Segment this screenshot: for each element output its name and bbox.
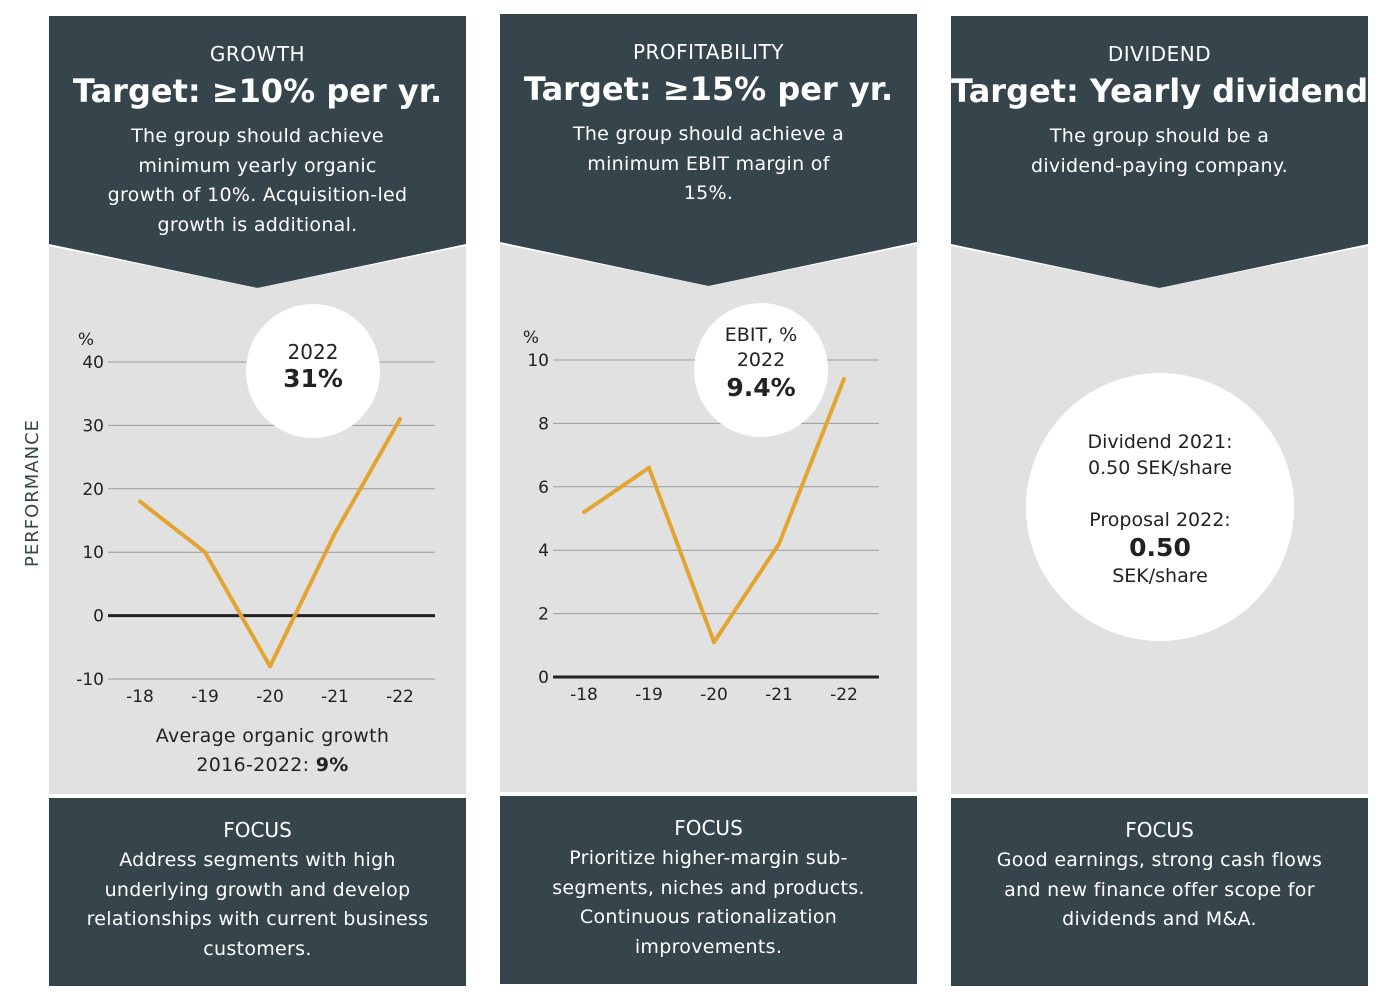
growth-column: GROWTH Target: ≥10% per yr. The group sh… [49,16,466,986]
data-point [138,499,142,504]
dividend-2021-value: 0.50 SEK/share [1088,457,1232,479]
target-description: The group should be a dividend-paying co… [1030,125,1289,177]
focus-title: FOCUS [1125,818,1194,842]
y-tick-label: 10 [82,543,104,563]
target-title: Target: ≥15% per yr. [523,70,894,108]
x-tick-label: -21 [765,685,793,705]
x-tick-label: -21 [321,687,349,707]
x-tick-label: -22 [830,685,858,705]
y-tick-label: 0 [538,668,549,688]
growth-highlight: 2022 31% [246,304,380,438]
x-tick-label: -18 [570,685,598,705]
dividend-2021-label: Dividend 2021: [1087,431,1233,453]
note-text: Average organic growth 2016-2022: [155,725,390,776]
profitability-header: PROFITABILITY Target: ≥15% per yr. The g… [500,14,917,286]
category-title: GROWTH [209,42,306,66]
dividend-focus: FOCUS Good earnings, strong cash flows a… [951,798,1368,986]
y-axis-unit: % [523,328,539,348]
data-point [268,664,272,669]
data-point [712,640,716,645]
category-title: DIVIDEND [1107,42,1212,66]
profitability-focus: FOCUS Prioritize higher-margin sub-segme… [500,796,917,984]
y-tick-label: 40 [82,353,104,373]
highlight-value: 9.4% [726,373,796,402]
y-tick-label: 2 [538,605,549,625]
highlight-year: 2022 [287,340,339,364]
y-tick-label: 4 [538,541,549,561]
y-tick-label: 8 [538,414,549,434]
focus-text: Prioritize higher-margin sub-segments, n… [552,847,865,958]
growth-note: Average organic growth 2016-2022: 9% [64,722,481,780]
note-value: 9% [315,754,349,776]
dividend-circle: Dividend 2021: 0.50 SEK/share Proposal 2… [1026,373,1294,641]
y-tick-label: 30 [82,416,104,436]
focus-text: Good earnings, strong cash flows and new… [996,849,1323,930]
proposal-value: 0.50 [1129,533,1191,562]
focus-title: FOCUS [674,816,743,840]
data-point [398,417,402,422]
proposal-unit: SEK/share [1112,565,1208,587]
proposal-label: Proposal 2022: [1089,509,1231,531]
data-point [203,550,207,555]
growth-header: GROWTH Target: ≥10% per yr. The group sh… [49,16,466,288]
x-tick-label: -19 [635,685,663,705]
y-tick-label: 6 [538,478,549,498]
target-description: The group should achieve minimum yearly … [107,125,408,236]
growth-focus: FOCUS Address segments with high underly… [49,798,466,986]
data-point [777,541,781,546]
y-tick-label: 10 [527,351,549,371]
x-tick-label: -19 [191,687,219,707]
y-tick-label: 0 [93,607,104,627]
y-tick-label: -10 [76,670,104,690]
highlight-year: 2022 [736,349,786,371]
dividend-header: DIVIDEND Target: Yearly dividend The gro… [951,16,1368,288]
data-point [842,377,846,382]
y-axis-unit: % [78,330,94,350]
target-description: The group should achieve a minimum EBIT … [572,123,845,204]
x-tick-label: -22 [386,687,414,707]
data-point [647,465,651,470]
y-tick-label: 20 [82,480,104,500]
x-tick-label: -18 [126,687,154,707]
data-point [333,531,337,536]
highlight-value: 31% [283,364,343,393]
target-title: Target: ≥10% per yr. [72,72,443,110]
highlight-label: EBIT, % [724,324,798,346]
x-tick-label: -20 [700,685,728,705]
focus-text: Address segments with high underlying gr… [86,849,429,960]
ebit-highlight: EBIT, % 2022 9.4% [694,303,828,437]
focus-title: FOCUS [223,818,292,842]
x-tick-label: -20 [256,687,284,707]
category-title: PROFITABILITY [632,40,785,64]
target-title: Target: Yearly dividend [951,72,1369,110]
data-point [582,510,586,515]
